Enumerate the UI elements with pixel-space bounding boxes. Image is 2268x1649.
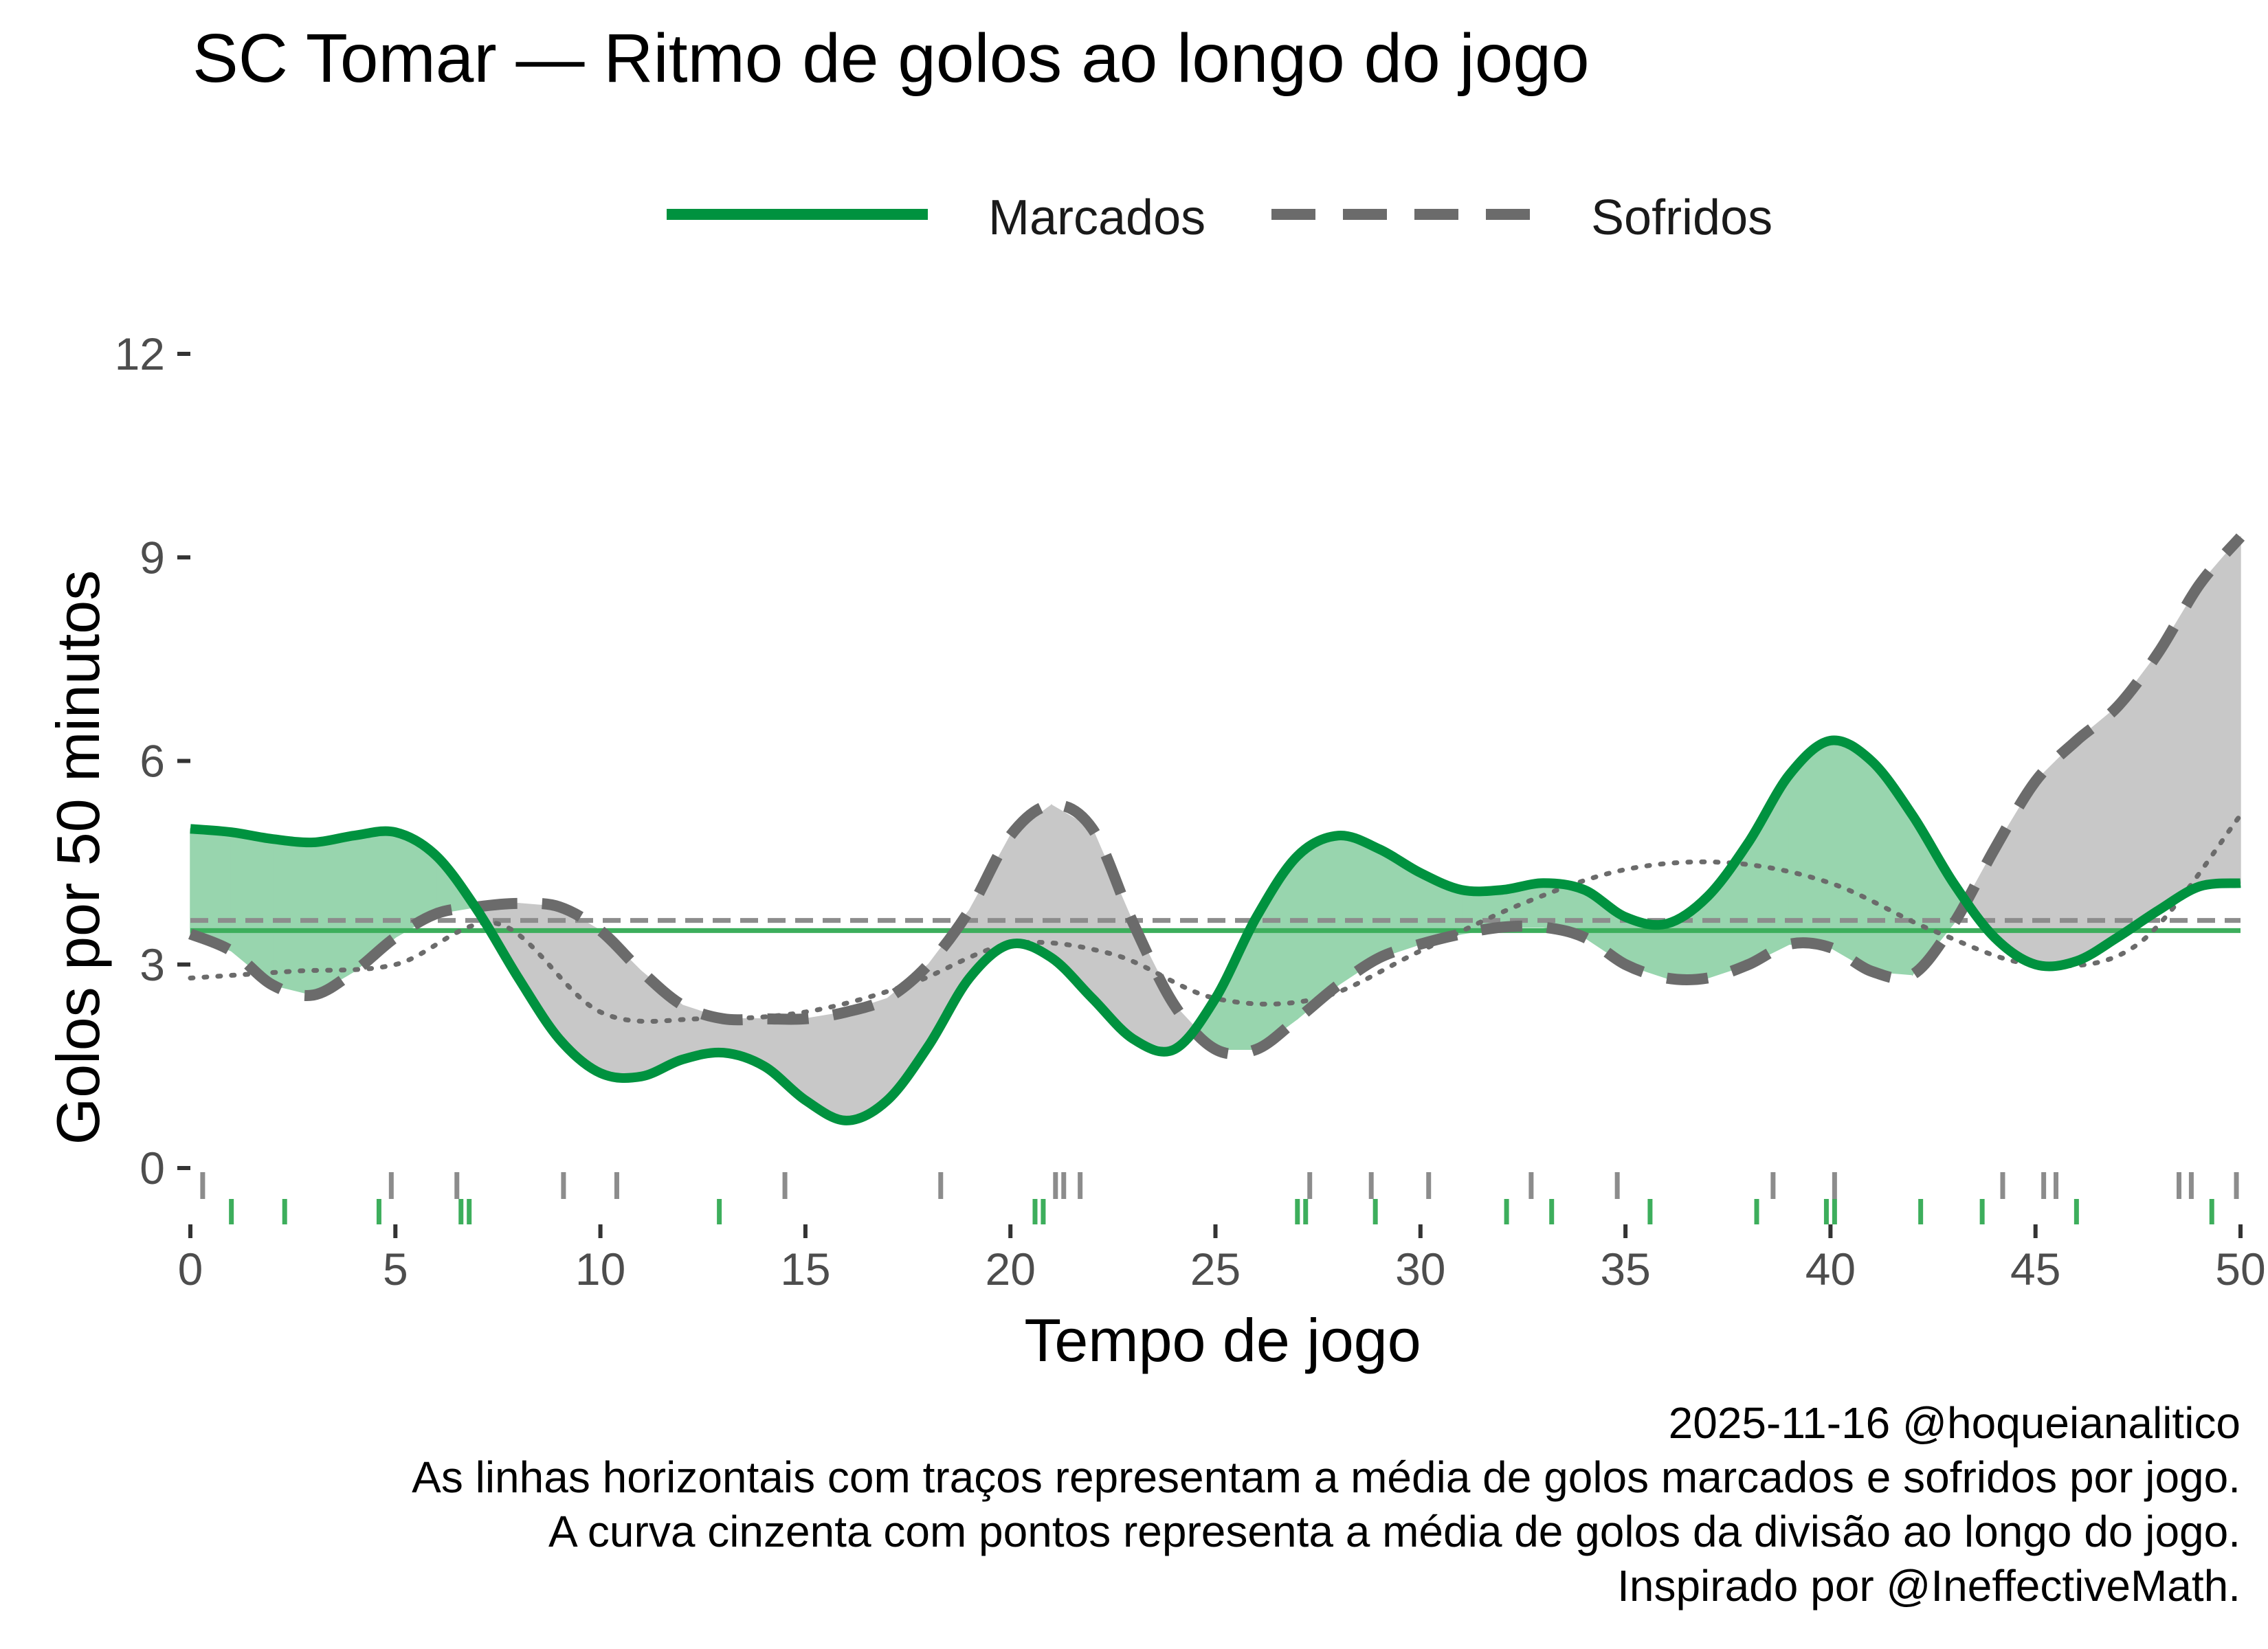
x-tick-label: 45 (2010, 1244, 2060, 1294)
legend-label-marcados: Marcados (988, 190, 1206, 245)
y-tick-label: 9 (140, 532, 165, 583)
caption-line: Inspirado por @IneffectiveMath. (1617, 1561, 2241, 1611)
x-axis-title: Tempo de jogo (1024, 1306, 1421, 1374)
series-line-marcados (190, 735, 2241, 1125)
x-tick-label: 5 (383, 1244, 408, 1294)
ribbon-fill-behind (2199, 535, 2241, 888)
y-axis-title: Golos por 50 minutos (44, 570, 112, 1145)
caption-line: A curva cinzenta com pontos representa a… (548, 1507, 2241, 1556)
x-tick-label: 50 (2215, 1244, 2265, 1294)
legend-swatch-sofridos (1271, 209, 1533, 220)
x-tick-label: 15 (780, 1244, 830, 1294)
y-tick-label: 0 (140, 1143, 165, 1193)
caption-line: 2025-11-16 @hoqueianalitico (1668, 1398, 2241, 1448)
y-tick-label: 12 (115, 328, 165, 379)
x-tick-label: 40 (1805, 1244, 1856, 1294)
ribbon-fill-ahead (1830, 739, 1872, 972)
legend-swatch-marcados (667, 209, 928, 220)
x-tick-label: 25 (1190, 1244, 1241, 1294)
ribbon-fill-ahead (313, 835, 355, 996)
caption-line: As linhas horizontais com traços represe… (412, 1452, 2241, 1502)
x-tick-label: 35 (1600, 1244, 1650, 1294)
x-tick-label: 10 (575, 1244, 625, 1294)
y-tick-label: 3 (140, 939, 165, 990)
x-tick-label: 30 (1395, 1244, 1445, 1294)
ribbon-fill-behind (2076, 705, 2118, 963)
y-tick-label: 6 (140, 736, 165, 787)
legend: Marcados Sofridos (660, 180, 1828, 249)
x-tick-label: 20 (985, 1244, 1035, 1294)
plot-area: 0 3 6 9 12 0 5 10 15 20 25 30 35 40 45 50 (115, 328, 2266, 1294)
series-line-sofridos (188, 533, 2245, 1059)
ribbon-fill-ahead (271, 838, 314, 996)
caption: 2025-11-16 @hoqueianalitico As linhas ho… (412, 1396, 2241, 1613)
x-tick-label: 0 (178, 1244, 203, 1294)
legend-label-sofridos: Sofridos (1591, 190, 1773, 245)
chart-title: SC Tomar — Ritmo de golos ao longo do jo… (192, 20, 1590, 97)
